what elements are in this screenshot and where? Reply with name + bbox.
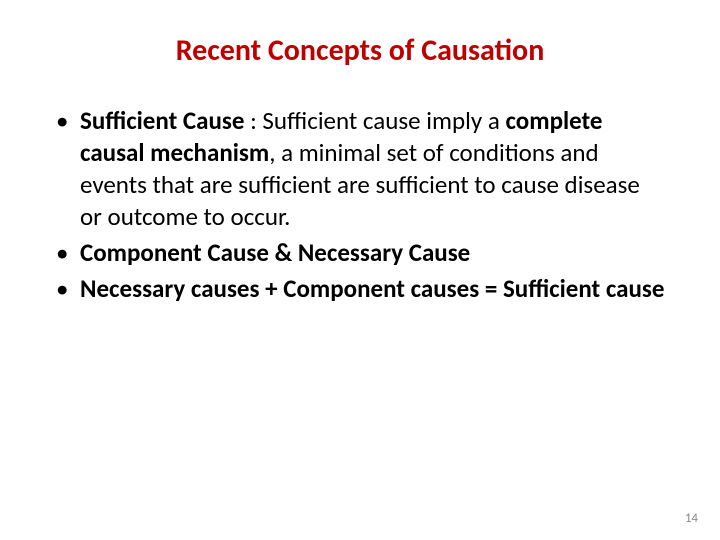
text-run: : Sufficient cause imply a bbox=[250, 105, 505, 136]
slide-title: Recent Concepts of Causation bbox=[94, 32, 626, 69]
bullet-item: Component Cause & Necessary Cause bbox=[54, 237, 666, 269]
text-run: Necessary causes + Component causes = Su… bbox=[80, 273, 665, 304]
text-run: Sufficient Cause bbox=[80, 105, 250, 136]
bullet-list: Sufficient Cause : Sufficient cause impl… bbox=[54, 105, 666, 305]
slide: Recent Concepts of Causation Sufficient … bbox=[0, 0, 720, 540]
page-number: 14 bbox=[685, 511, 698, 526]
bullet-item: Sufficient Cause : Sufficient cause impl… bbox=[54, 105, 666, 233]
bullet-item: Necessary causes + Component causes = Su… bbox=[54, 273, 666, 305]
text-run: Component Cause & Necessary Cause bbox=[80, 237, 470, 268]
